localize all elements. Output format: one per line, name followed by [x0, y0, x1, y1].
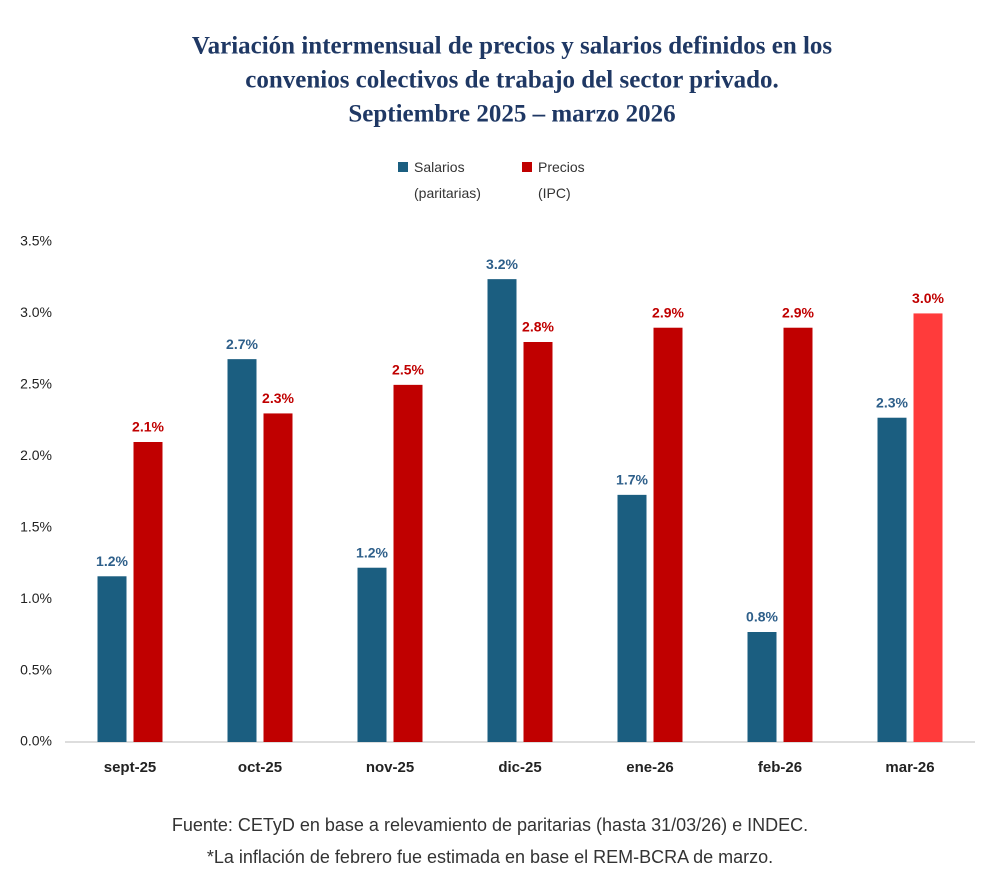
data-label: 2.3% [262, 390, 294, 406]
legend-swatch [522, 162, 532, 172]
bar [877, 417, 907, 742]
data-label: 2.1% [132, 419, 164, 435]
bar [133, 442, 163, 742]
chart-title: Septiembre 2025 – marzo 2026 [348, 101, 675, 128]
data-label: 2.3% [876, 394, 908, 410]
legend-label: Precios (IPC) [538, 159, 585, 201]
bar [263, 413, 293, 742]
chart-title: convenios colectivos de trabajo del sect… [245, 67, 779, 94]
x-tick-label: sept-25 [104, 759, 157, 776]
bar [97, 576, 127, 742]
bar [357, 567, 387, 742]
legend-label: Salarios (paritarias) [414, 159, 481, 201]
y-tick-label: 1.0% [20, 590, 52, 606]
bar [617, 494, 647, 742]
y-tick-label: 2.5% [20, 376, 52, 392]
data-label: 2.9% [652, 304, 684, 320]
bar [653, 327, 683, 742]
source-note: Fuente: CETyD en base a relevamiento de … [172, 815, 808, 835]
bar [523, 342, 553, 742]
legend-entry: Precios (IPC) [538, 159, 585, 201]
x-tick-label: dic-25 [498, 759, 541, 776]
data-label: 2.7% [226, 336, 258, 352]
legend-swatch [398, 162, 408, 172]
x-tick-label: nov-25 [366, 759, 414, 776]
y-tick-label: 2.0% [20, 447, 52, 463]
chart-title: Variación intermensual de precios y sala… [192, 33, 833, 60]
bar [393, 384, 423, 742]
bar [913, 313, 943, 742]
x-tick-label: ene-26 [626, 759, 674, 776]
footnote: *La inflación de febrero fue estimada en… [207, 847, 773, 867]
y-tick-label: 3.5% [20, 233, 52, 249]
data-label: 1.2% [96, 553, 128, 569]
bar [227, 359, 257, 742]
x-tick-label: oct-25 [238, 759, 282, 776]
data-label: 2.9% [782, 304, 814, 320]
bar [487, 279, 517, 742]
x-tick-label: mar-26 [885, 759, 934, 776]
data-label: 1.2% [356, 544, 388, 560]
data-label: 2.5% [392, 362, 424, 378]
bar [783, 327, 813, 742]
x-tick-label: feb-26 [758, 759, 802, 776]
y-tick-label: 0.0% [20, 733, 52, 749]
data-label: 1.7% [616, 472, 648, 488]
y-tick-label: 3.0% [20, 304, 52, 320]
data-label: 3.0% [912, 290, 944, 306]
data-label: 0.8% [746, 609, 778, 625]
y-tick-label: 0.5% [20, 661, 52, 677]
legend-entry: Salarios (paritarias) [414, 159, 481, 201]
data-label: 2.8% [522, 319, 554, 335]
data-label: 3.2% [486, 256, 518, 272]
bar [747, 632, 777, 742]
y-tick-label: 1.5% [20, 518, 52, 534]
